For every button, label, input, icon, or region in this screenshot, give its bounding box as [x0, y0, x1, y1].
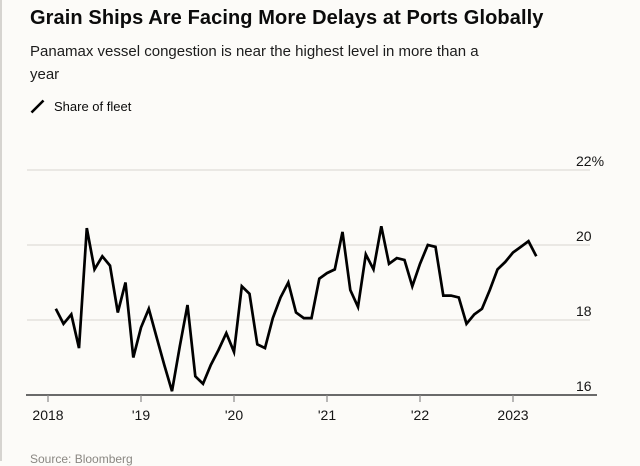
- y-axis-label: 20: [576, 228, 592, 244]
- x-axis-label: '19: [131, 407, 151, 423]
- y-axis-label: 16: [576, 378, 592, 394]
- x-axis-label: 2018: [32, 407, 64, 423]
- x-axis-label: '21: [317, 407, 337, 423]
- chart-subtitle: Panamax vessel congestion is near the hi…: [30, 43, 479, 83]
- x-axis-label: '22: [410, 407, 430, 423]
- legend: Share of fleet: [30, 99, 560, 114]
- y-axis-label: 18: [576, 303, 592, 319]
- fleet-share-line: [54, 226, 538, 392]
- source-note: Source: Bloomberg: [30, 452, 133, 466]
- window-edge-line: [0, 0, 2, 461]
- y-axis-label: 22%: [576, 153, 605, 169]
- legend-label: Share of fleet: [54, 99, 132, 114]
- chart-header: Grain Ships Are Facing More Delays at Po…: [30, 2, 560, 114]
- x-axis-label: '20: [224, 407, 244, 423]
- line-swatch-icon: [30, 99, 45, 114]
- chart-title: Grain Ships Are Facing More Delays at Po…: [30, 7, 544, 29]
- x-axis-label: 2023: [497, 407, 529, 423]
